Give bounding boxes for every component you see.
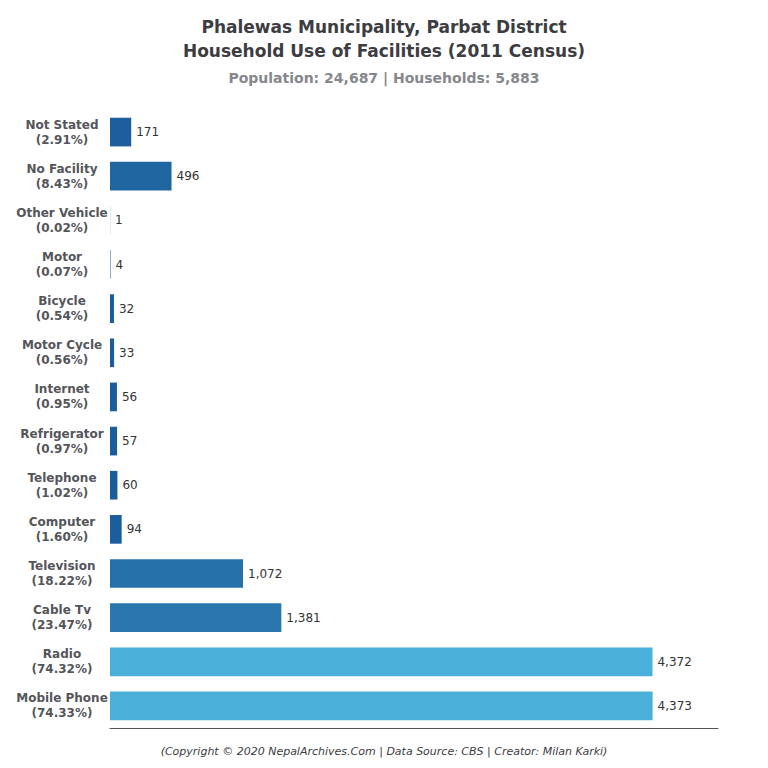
svg-text:94: 94 (127, 522, 142, 536)
svg-text:Phalewas Municipality, Parbat: Phalewas Municipality, Parbat District (201, 17, 566, 37)
svg-text:(18.22%): (18.22%) (32, 574, 93, 588)
svg-text:60: 60 (122, 478, 137, 492)
svg-text:(0.07%): (0.07%) (36, 265, 89, 279)
svg-text:Refrigerator: Refrigerator (20, 427, 103, 441)
svg-text:(2.91%): (2.91%) (36, 133, 89, 147)
svg-text:496: 496 (177, 169, 200, 183)
svg-text:Household Use of Facilities (2: Household Use of Facilities (2011 Census… (183, 41, 585, 61)
svg-text:(74.32%): (74.32%) (32, 662, 93, 676)
svg-text:(74.33%): (74.33%) (32, 706, 93, 720)
svg-text:(0.95%): (0.95%) (36, 397, 89, 411)
svg-text:1: 1 (115, 213, 123, 227)
svg-text:171: 171 (136, 125, 159, 139)
svg-text:56: 56 (122, 390, 137, 404)
svg-text:4,373: 4,373 (658, 699, 692, 713)
svg-text:57: 57 (122, 434, 137, 448)
svg-text:No Facility: No Facility (26, 162, 97, 176)
svg-text:33: 33 (119, 346, 134, 360)
svg-text:(0.97%): (0.97%) (36, 442, 89, 456)
svg-text:(0.54%): (0.54%) (36, 309, 89, 323)
svg-text:Telephone: Telephone (27, 471, 96, 485)
svg-text:(1.60%): (1.60%) (36, 530, 89, 544)
svg-text:(8.43%): (8.43%) (36, 177, 89, 191)
svg-text:(0.56%): (0.56%) (36, 353, 89, 367)
svg-text:Motor Cycle: Motor Cycle (22, 338, 102, 352)
svg-text:Internet: Internet (34, 382, 89, 396)
svg-text:(Copyright © 2020 NepalArchive: (Copyright © 2020 NepalArchives.Com | Da… (161, 745, 608, 758)
svg-text:4,372: 4,372 (657, 655, 691, 669)
svg-text:Cable Tv: Cable Tv (33, 603, 91, 617)
svg-text:Radio: Radio (43, 647, 81, 661)
svg-text:Television: Television (29, 559, 96, 573)
svg-text:Bicycle: Bicycle (38, 294, 86, 308)
svg-text:(23.47%): (23.47%) (32, 618, 93, 632)
svg-text:4: 4 (115, 258, 123, 272)
svg-text:(1.02%): (1.02%) (36, 486, 89, 500)
svg-text:(0.02%): (0.02%) (36, 221, 89, 235)
svg-text:1,381: 1,381 (286, 611, 320, 625)
svg-text:Computer: Computer (29, 515, 96, 529)
svg-text:Population: 24,687 | Household: Population: 24,687 | Households: 5,883 (228, 70, 539, 87)
svg-text:Motor: Motor (42, 250, 82, 264)
svg-text:Other Vehicle: Other Vehicle (16, 206, 108, 220)
svg-text:Not Stated: Not Stated (25, 118, 98, 132)
svg-text:Mobile Phone: Mobile Phone (16, 691, 108, 705)
svg-text:32: 32 (119, 302, 134, 316)
svg-text:1,072: 1,072 (248, 567, 282, 581)
